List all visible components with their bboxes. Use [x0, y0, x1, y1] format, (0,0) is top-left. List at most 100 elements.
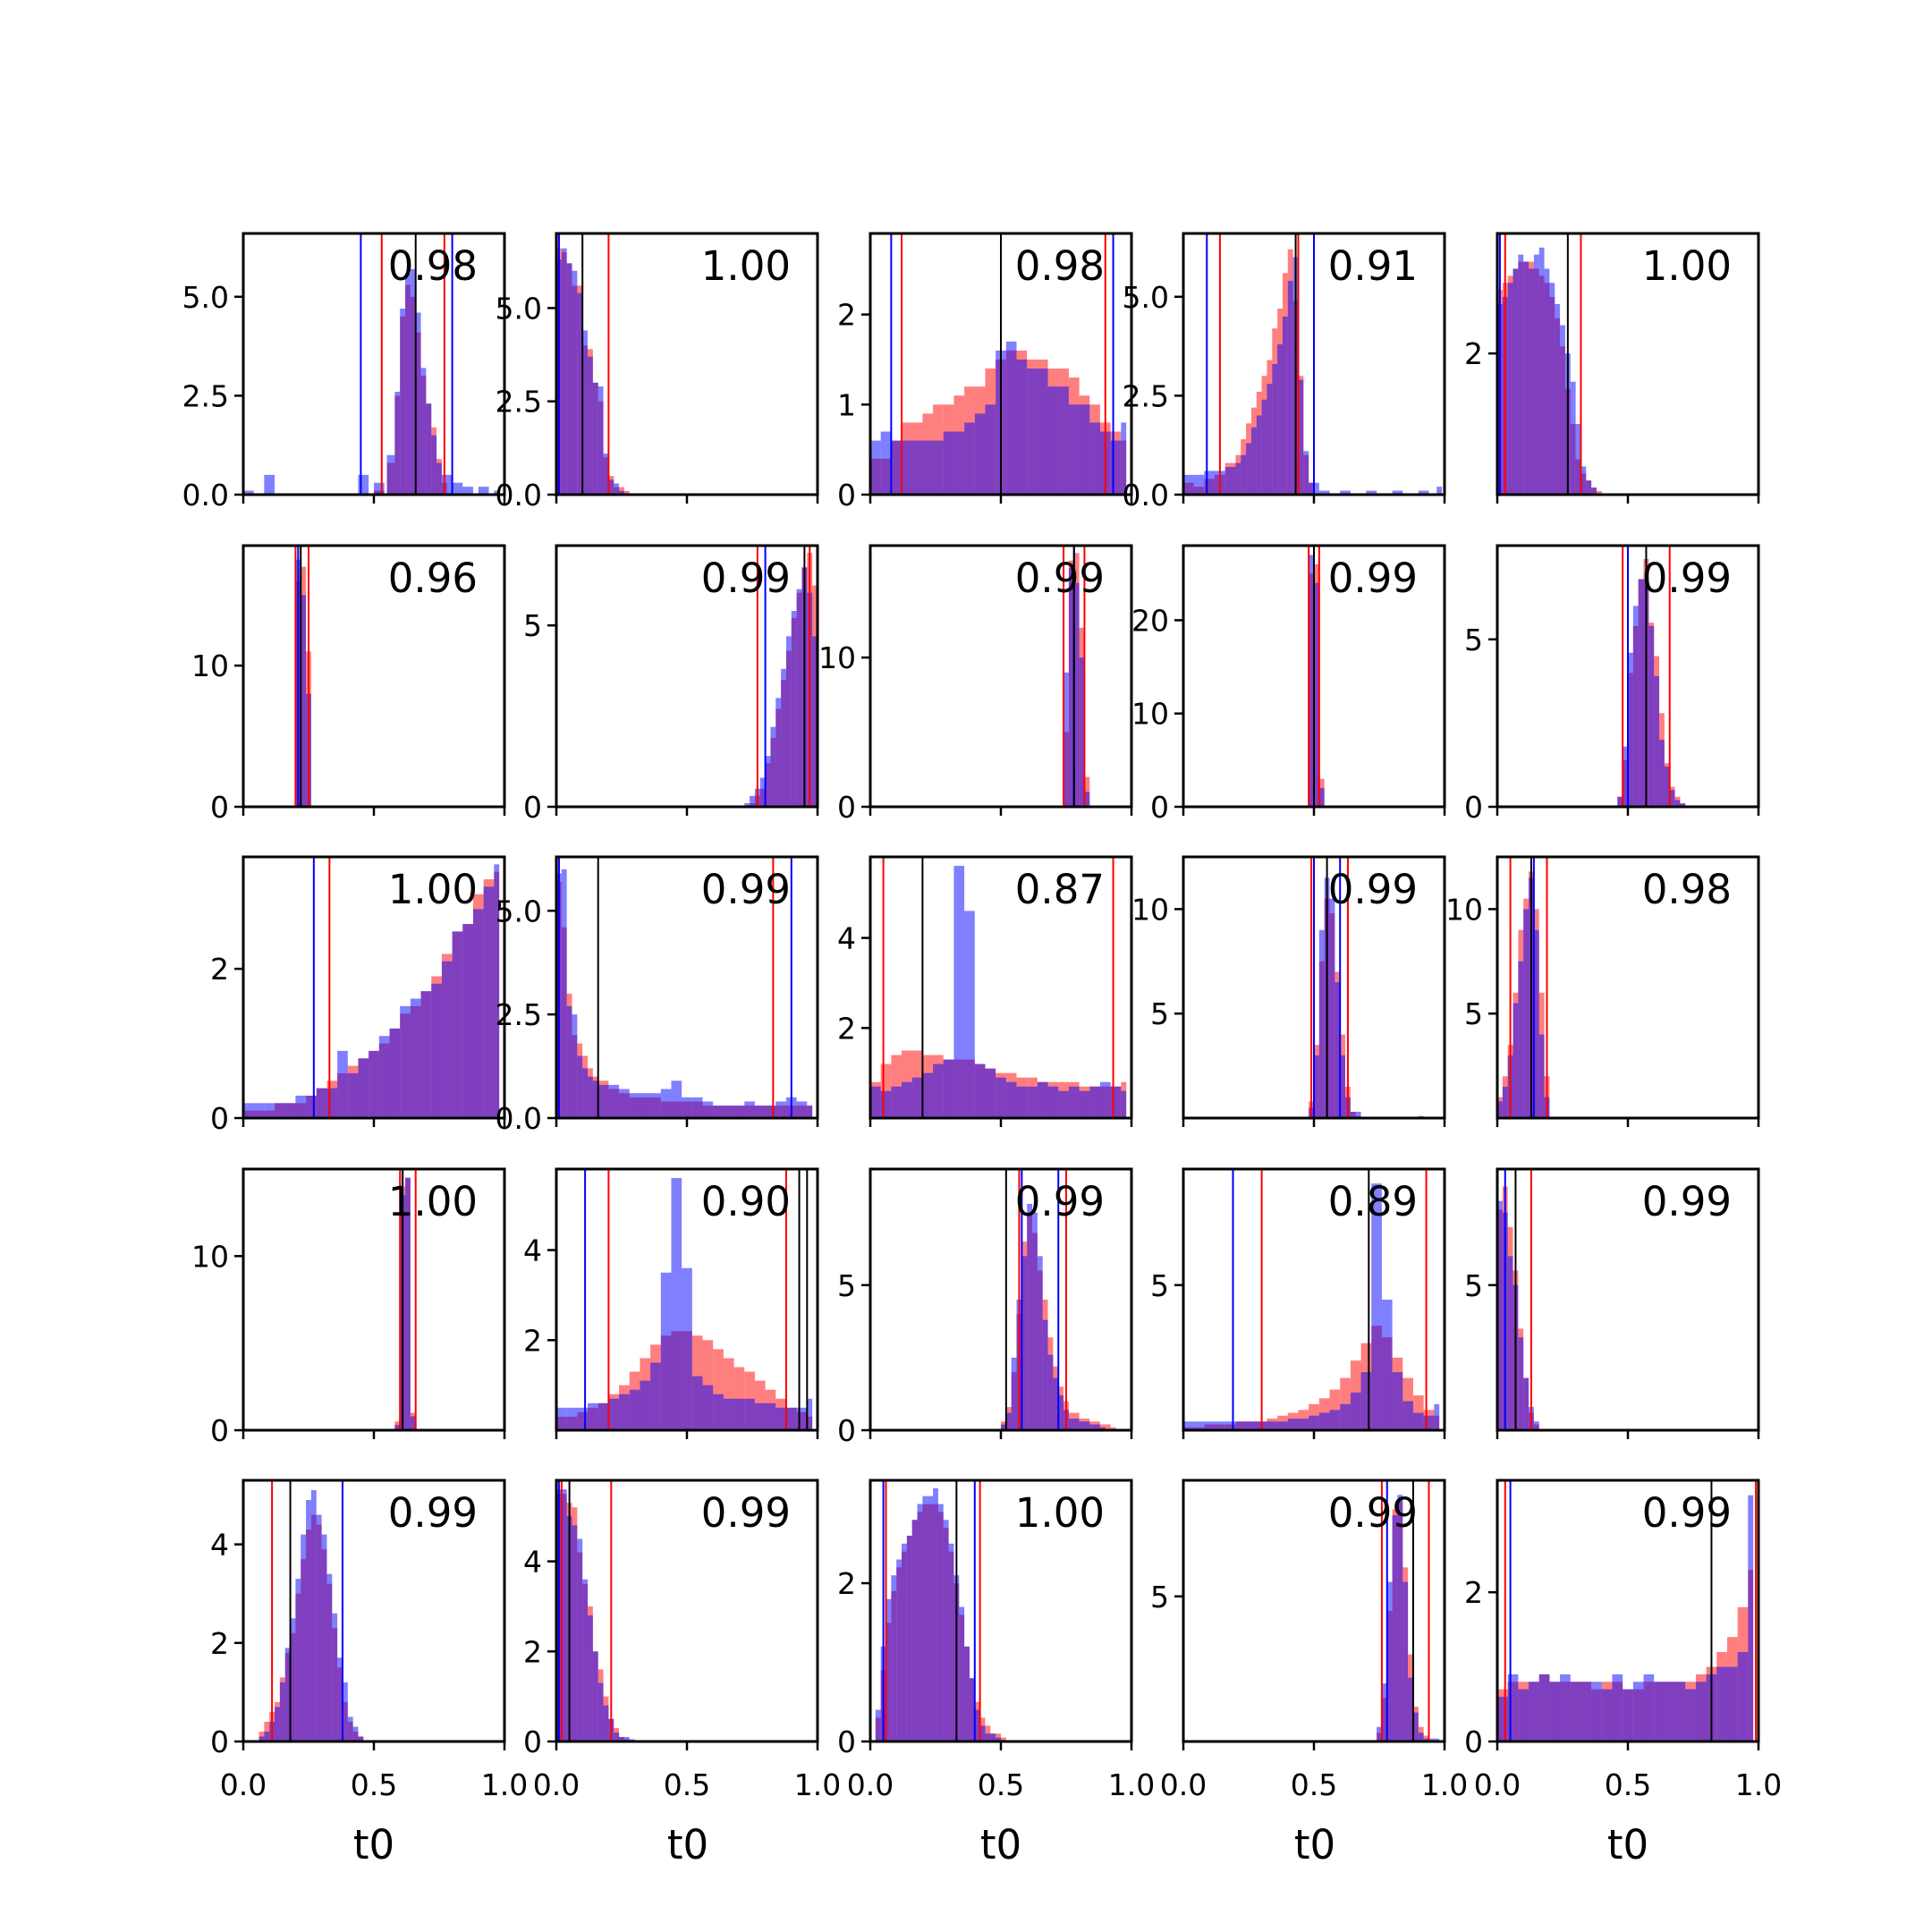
- blue-histogram-bar: [807, 1398, 813, 1430]
- panel-score-label: 0.89: [1328, 1178, 1418, 1225]
- panel-score-label: 0.99: [1642, 1489, 1732, 1537]
- red-histogram-bar: [1110, 1427, 1116, 1430]
- blue-histogram-bar: [1037, 1081, 1048, 1118]
- blue-histogram-bar: [1011, 1357, 1017, 1430]
- blue-histogram-bar: [1256, 415, 1262, 495]
- blue-histogram-bar: [577, 292, 583, 495]
- subplot-panel: 0 2 0.0 0.5 1.0 1.00: [837, 1479, 1155, 1802]
- panel-score-label: 0.91: [1328, 242, 1418, 290]
- blue-histogram-bar: [1021, 1256, 1028, 1430]
- blue-histogram-bar: [660, 1272, 672, 1430]
- blue-histogram-bar: [597, 1084, 609, 1118]
- subplot-panel: 5 0.0 0.5 1.0 0.99: [1150, 1479, 1468, 1802]
- blue-histogram-bar: [347, 1072, 359, 1118]
- panel-score-label: 1.00: [388, 1178, 478, 1225]
- blue-histogram-bar: [608, 479, 614, 495]
- blue-histogram-bar: [979, 1725, 986, 1741]
- blue-histogram-bar: [1089, 1086, 1100, 1118]
- blue-histogram-bar: [290, 1618, 296, 1741]
- blue-histogram-bar: [577, 1538, 583, 1741]
- blue-histogram-bar: [943, 431, 954, 495]
- blue-histogram-bar: [1632, 606, 1639, 807]
- blue-histogram-bar: [1121, 422, 1127, 495]
- blue-histogram-bar: [796, 1101, 808, 1118]
- panel-score-label: 1.00: [1015, 1489, 1105, 1537]
- subplot-panel: 0 2 4 0.0 0.5 1.0 0.99: [210, 1479, 528, 1802]
- blue-histogram-bar: [1518, 254, 1524, 495]
- y-tick-label: 2: [523, 1323, 542, 1358]
- panel-score-label: 1.00: [388, 866, 478, 913]
- blue-histogram-bar: [1318, 788, 1325, 807]
- blue-histogram-bar: [1005, 341, 1017, 495]
- y-tick-label: 5.0: [1123, 280, 1169, 315]
- blue-histogram-bar: [1099, 1081, 1111, 1118]
- blue-histogram-bar: [1402, 1401, 1413, 1430]
- blue-histogram-bar: [969, 1678, 975, 1741]
- y-tick-label: 2: [210, 952, 229, 987]
- panel-score-label: 0.99: [1642, 1178, 1732, 1225]
- subplot-panel: 0.0 2.5 5.0 1.00: [496, 232, 819, 513]
- y-tick-label: 2.5: [496, 385, 542, 419]
- blue-histogram-bar: [1386, 1581, 1393, 1741]
- y-tick-label: 5.0: [496, 894, 542, 928]
- x-tick-label: 0.0: [847, 1767, 894, 1802]
- subplot-panel: 0.0 2.5 5.0 0.91: [1123, 232, 1446, 513]
- blue-histogram-bar: [928, 1496, 934, 1741]
- blue-histogram-bar: [1632, 1682, 1644, 1741]
- y-tick-label: 0: [1464, 1724, 1483, 1759]
- y-tick-label: 10: [1445, 892, 1483, 927]
- blue-histogram-bar: [1016, 359, 1028, 495]
- blue-histogram-bar: [295, 1095, 307, 1118]
- blue-histogram-bar: [629, 1389, 640, 1430]
- y-tick-label: 0: [837, 478, 856, 513]
- blue-histogram-bar: [1058, 386, 1069, 495]
- y-tick-label: 20: [1131, 603, 1169, 638]
- blue-histogram-bar: [1047, 1354, 1054, 1430]
- blue-histogram-bar: [597, 1402, 609, 1430]
- blue-histogram-bar: [933, 440, 944, 495]
- blue-histogram-bar: [744, 1101, 755, 1118]
- x-tick-label: 0.5: [351, 1767, 397, 1802]
- y-tick-label: 2: [837, 1011, 856, 1046]
- y-tick-label: 2: [1464, 336, 1483, 371]
- blue-histogram-bar: [1001, 1424, 1006, 1430]
- panel-score-label: 0.90: [701, 1178, 791, 1225]
- subplot-panel: 0 10 1.00: [191, 1167, 506, 1448]
- blue-histogram-bar: [948, 1543, 954, 1741]
- blue-histogram-bar: [1079, 404, 1090, 495]
- blue-histogram-bar: [1073, 582, 1080, 807]
- y-tick-label: 4: [837, 921, 856, 956]
- blue-histogram-bar: [759, 777, 766, 807]
- y-tick-label: 5: [837, 1268, 856, 1303]
- blue-histogram-bar: [572, 1525, 578, 1741]
- blue-histogram-bar: [682, 1267, 692, 1430]
- blue-histogram-bar: [1580, 1682, 1592, 1741]
- blue-histogram-bar: [253, 1103, 265, 1118]
- blue-histogram-bar: [1318, 929, 1325, 1118]
- blue-histogram-bar: [1318, 1412, 1330, 1430]
- blue-histogram-bar: [1235, 462, 1241, 495]
- blue-histogram-bar: [614, 1732, 620, 1741]
- blue-histogram-bar: [1518, 1337, 1524, 1430]
- red-histogram-bar: [733, 1367, 745, 1430]
- blue-histogram-bar: [1246, 1421, 1257, 1430]
- blue-histogram-bar: [1591, 1682, 1602, 1741]
- blue-histogram-bar: [337, 1657, 343, 1741]
- subplot-panel: 0 1 2 0.98: [837, 232, 1133, 513]
- blue-histogram-bar: [1397, 1495, 1403, 1741]
- blue-histogram-bar: [1638, 579, 1644, 807]
- blue-histogram-bar: [472, 909, 484, 1118]
- blue-histogram-bar: [426, 403, 432, 495]
- blue-histogram-bar: [405, 273, 411, 495]
- blue-histogram-bar: [582, 1579, 589, 1741]
- panel-score-label: 0.99: [1642, 555, 1732, 602]
- blue-histogram-bar: [922, 1496, 928, 1741]
- subplot-panel: 0 2 4 0.0 0.5 1.0 0.99: [523, 1479, 841, 1802]
- blue-histogram-bar: [744, 1398, 755, 1430]
- blue-histogram-bar: [953, 431, 965, 495]
- blue-histogram-bar: [603, 1705, 609, 1741]
- blue-histogram-bar: [911, 1520, 918, 1741]
- y-tick-label: 0.0: [496, 1101, 542, 1136]
- blue-histogram-bar: [754, 1106, 766, 1118]
- blue-histogram-bar: [452, 931, 463, 1118]
